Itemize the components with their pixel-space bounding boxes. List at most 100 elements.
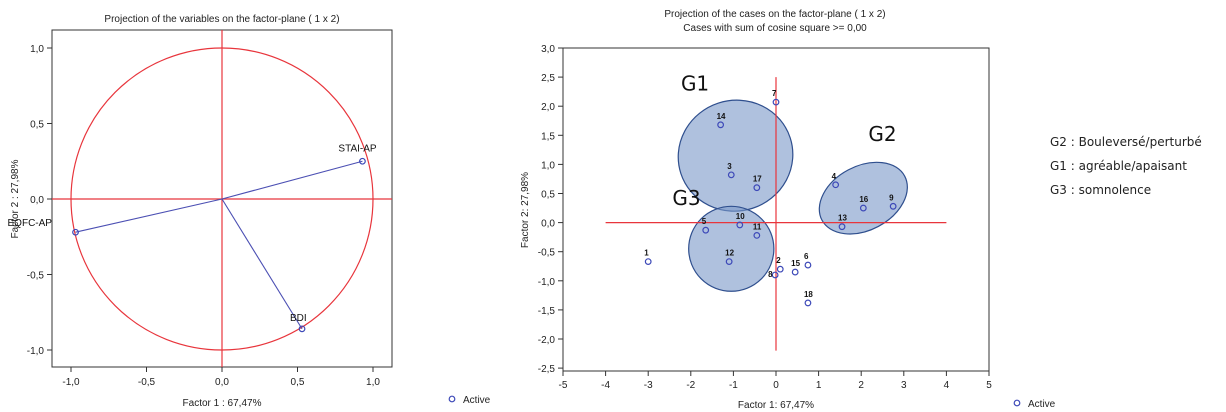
case-label: 15 (791, 259, 800, 268)
variable-label: EQFC-AP (8, 218, 53, 229)
case-point (832, 181, 840, 189)
variable-vector (221, 160, 363, 200)
y-tick-label: -1,5 (538, 306, 556, 317)
x-tick-label: -3 (644, 380, 653, 391)
variable-vector (221, 198, 303, 330)
plot-marks: STAI-AP EQFC-AP BDI (8, 30, 392, 367)
legend-marker-icon (1013, 399, 1021, 407)
legend-marker-icon (448, 395, 456, 403)
legend-label: Active (1028, 399, 1056, 410)
group-legend-item: G1 : agréable/apaisant (1050, 159, 1187, 173)
x-tick-label: 3 (901, 380, 907, 391)
case-point (725, 258, 733, 265)
y-tick-label: -0,5 (538, 248, 556, 259)
chart-title: Projection of the variables on the facto… (104, 14, 339, 25)
axis-ticks: -5 -4 -3 -2 -1 0 1 2 3 4 53,02,52,01,51,00,50,0-0,… (538, 44, 992, 391)
case-point (776, 265, 784, 273)
x-tick-label: -1 (729, 380, 738, 391)
variable-vector (75, 198, 223, 233)
case-point (702, 226, 710, 234)
legend: Active (448, 395, 491, 406)
group-label: G2 (868, 122, 896, 146)
case-point (736, 221, 744, 229)
case-point (791, 268, 799, 276)
y-tick-label: 0,0 (541, 219, 555, 230)
case-label: 17 (753, 175, 762, 184)
case-label: 5 (702, 217, 707, 226)
case-label: 9 (889, 193, 894, 202)
case-point (772, 98, 780, 106)
x-axis-label: Factor 1 : 67,47% (183, 398, 262, 409)
cases-chart: Projection of the cases on the factor-pl… (520, 9, 1056, 411)
group-ellipse (677, 99, 794, 212)
y-tick-label: 2,5 (541, 73, 555, 84)
x-tick-label: -0,5 (138, 377, 156, 388)
case-label: 16 (859, 195, 868, 204)
case-point (753, 184, 761, 192)
case-point (889, 202, 897, 210)
case-label: 8 (768, 270, 773, 279)
case-label: 13 (838, 214, 847, 223)
case-label: 12 (725, 249, 734, 258)
chart-title: Projection of the cases on the factor-pl… (664, 9, 885, 20)
case-point (804, 261, 812, 269)
x-tick-label: 0 (773, 380, 779, 391)
group-legend: G2 : Bouleversé/perturbé G1 : agréable/a… (1050, 130, 1220, 202)
group-ellipse (688, 205, 775, 292)
y-tick-label: -2,5 (538, 364, 556, 375)
legend: Active (1013, 399, 1056, 410)
case-label: 6 (804, 252, 809, 261)
case-label: 11 (753, 222, 762, 231)
y-tick-label: 1,5 (541, 131, 555, 142)
y-tick-label: 2,0 (541, 102, 555, 113)
variable-label: BDI (290, 313, 307, 324)
x-tick-label: 0,0 (215, 377, 229, 388)
y-tick-label: 3,0 (541, 44, 555, 55)
axis-ticks: -1,0 -0,5 0,0 0,5 1,0 1,0 0,5 0,0 -0,5 -1,0 (27, 44, 381, 388)
group-legend-item: G3 : somnolence (1050, 183, 1152, 197)
variable-label: STAI-AP (338, 143, 376, 154)
x-tick-label: -5 (559, 380, 568, 391)
y-tick-label: -2,0 (538, 335, 556, 346)
case-point (771, 271, 779, 279)
x-tick-label: 2 (858, 380, 864, 391)
y-tick-label: 0,0 (30, 195, 44, 206)
x-tick-label: 1 (816, 380, 822, 391)
variable-point (298, 325, 306, 333)
x-tick-label: 5 (986, 380, 992, 391)
y-tick-label: 1,0 (30, 44, 44, 55)
case-label: 18 (804, 290, 813, 299)
case-label: 7 (772, 89, 777, 98)
x-tick-label: -1,0 (62, 377, 80, 388)
x-tick-label: 4 (944, 380, 950, 391)
case-label: 3 (727, 162, 732, 171)
x-tick-label: -4 (601, 380, 610, 391)
variables-chart: Projection of the variables on the facto… (8, 14, 491, 409)
case-label: 2 (776, 256, 781, 265)
group-ellipse (818, 161, 908, 235)
case-point (804, 299, 812, 307)
x-tick-label: 1,0 (366, 377, 380, 388)
group-ellipses: G1 G2 G3 (672, 71, 908, 292)
y-tick-label: -1,0 (27, 346, 45, 357)
chart-subtitle: Cases with sum of cosine square >= 0,00 (683, 23, 867, 34)
legend-label: Active (463, 395, 491, 406)
y-axis-label: Factor 2: 27,98% (520, 172, 531, 248)
case-point (753, 232, 761, 239)
case-point (727, 171, 735, 179)
y-tick-label: 0,5 (541, 190, 555, 201)
y-tick-label: -0,5 (27, 271, 45, 282)
variable-point (359, 157, 366, 165)
y-axis-label: Factor 2 : 27,98% (10, 159, 21, 238)
case-point (644, 258, 652, 265)
group-label: G1 (681, 71, 709, 95)
y-tick-label: 1,0 (541, 160, 555, 171)
case-label: 1 (644, 249, 649, 258)
y-tick-label: 0,5 (30, 120, 44, 131)
variable-point (72, 228, 79, 236)
x-tick-label: -2 (686, 380, 695, 391)
case-point (717, 121, 725, 129)
case-label: 10 (736, 212, 745, 221)
